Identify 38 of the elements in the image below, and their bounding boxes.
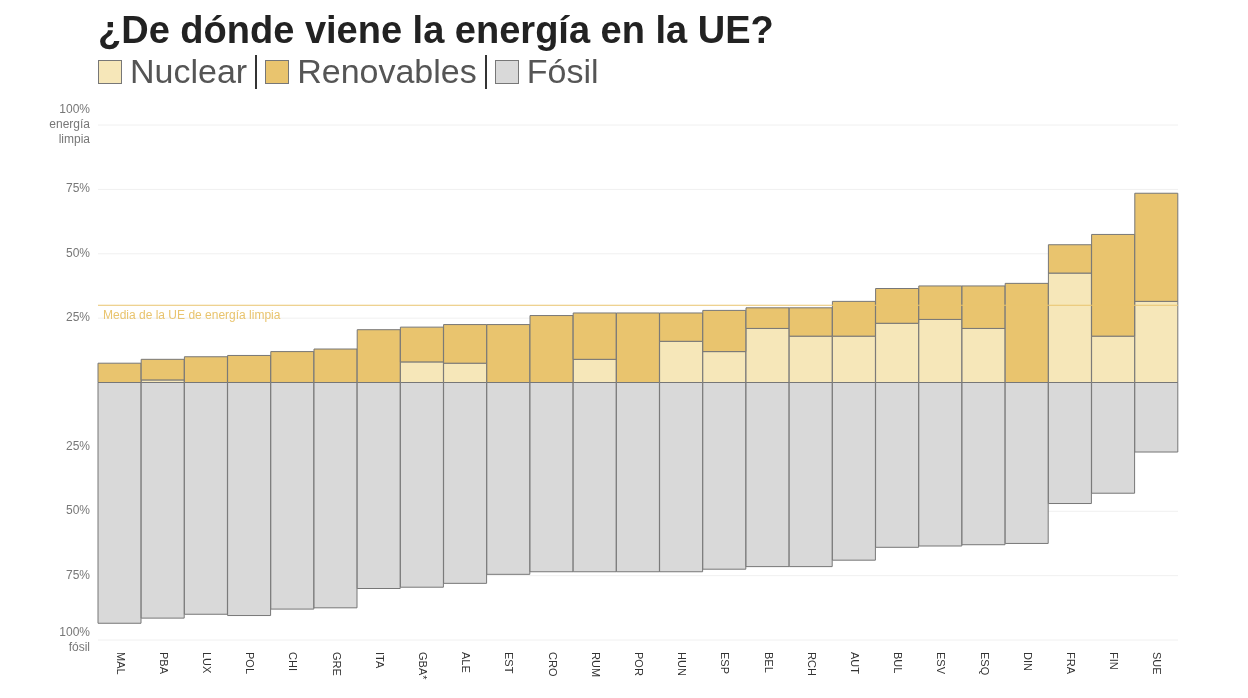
x-tick-label: AUT [849, 652, 862, 675]
x-tick-label: CRO [546, 652, 559, 677]
x-tick-label: LUX [201, 652, 214, 675]
x-tick-label: GBA* [417, 652, 430, 681]
x-tick-label: CHI [287, 652, 300, 671]
chart-title: ¿De dónde viene la energía en la UE? [98, 8, 775, 52]
y-tick-label: 75% [65, 181, 91, 196]
x-tick-label: RCH [805, 652, 818, 676]
y-tick-label: 50% [65, 503, 91, 518]
x-tick-label: ESV [935, 652, 948, 675]
x-tick-label: POR [633, 652, 646, 676]
legend-label: Fósil [526, 52, 599, 91]
y-tick-label: 100% fósil [59, 624, 91, 654]
x-tick-label: ALE [460, 652, 473, 673]
y-tick-label: 50% [65, 245, 91, 260]
y-tick-label: 25% [65, 439, 91, 454]
x-tick-label: POL [244, 652, 257, 675]
x-tick-label: DIN [1021, 652, 1034, 671]
ref-line-label: Media de la UE de energía limpia [103, 307, 281, 322]
x-tick-label: BEL [762, 652, 775, 673]
x-tick-label: EST [503, 652, 516, 674]
legend-label: Nuclear [130, 52, 248, 91]
y-tick-label: 100% energía limpia [49, 102, 91, 147]
x-tick-label: HUN [676, 652, 689, 676]
x-tick-label: GRE [330, 652, 343, 676]
x-tick-label: PBA [157, 652, 170, 675]
y-tick-label: 25% [65, 310, 91, 325]
x-tick-label: ESP [719, 652, 732, 675]
x-tick-label: BUL [892, 652, 905, 674]
x-tick-label: ITA [373, 652, 386, 669]
y-tick-label: 75% [65, 567, 91, 582]
x-tick-label: SUE [1151, 652, 1164, 675]
x-tick-label: FRA [1065, 652, 1078, 675]
x-tick-label: FIN [1108, 652, 1121, 670]
legend-label: Renovables [297, 52, 477, 91]
x-tick-label: ESQ [978, 652, 991, 676]
x-tick-label: RUM [589, 652, 602, 678]
x-tick-label: MAL [114, 652, 127, 675]
